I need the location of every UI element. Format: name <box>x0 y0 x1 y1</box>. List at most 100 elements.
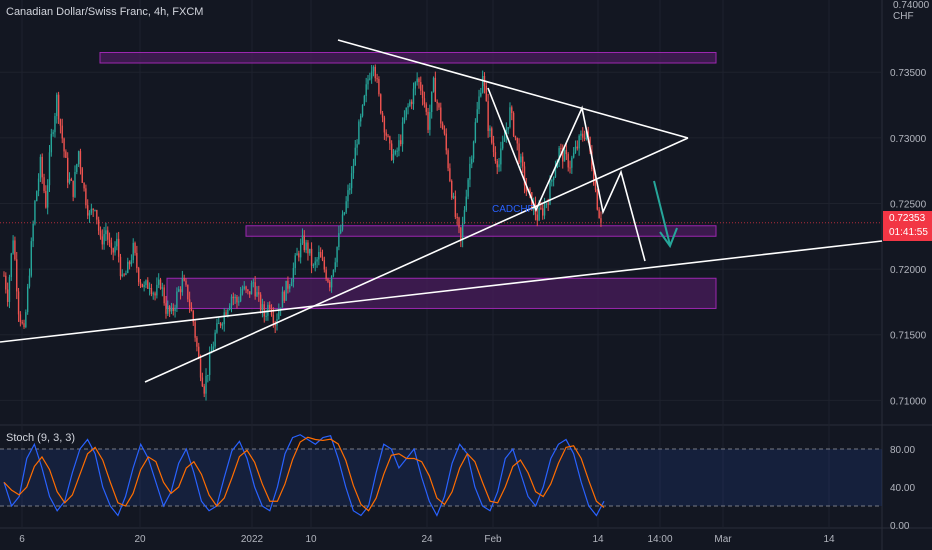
candle-body <box>361 104 364 116</box>
candle-body <box>416 78 418 83</box>
candle-body <box>394 150 396 155</box>
candle <box>218 317 220 325</box>
candle-body <box>325 269 327 279</box>
candle-body <box>425 104 427 112</box>
candle <box>116 232 118 251</box>
candle-body <box>580 133 582 136</box>
candle-body <box>50 133 53 153</box>
candle <box>332 269 335 278</box>
candle <box>196 336 198 352</box>
chart-title: Canadian Dollar/Swiss Franc, 4h, FXCM <box>6 6 204 18</box>
axes: 0.73500 0.73000 0.72500 0.72000 0.71500 0.710… <box>19 68 926 545</box>
candle <box>409 99 411 108</box>
projected-path <box>487 87 646 262</box>
candle-body <box>447 150 449 169</box>
candle <box>52 129 54 137</box>
candle <box>441 121 444 130</box>
candle <box>152 291 154 300</box>
candle <box>278 303 280 320</box>
candle <box>165 295 167 319</box>
candle-body <box>250 283 253 295</box>
candle <box>476 101 478 123</box>
candle-body <box>287 280 289 289</box>
candle-body <box>188 299 191 307</box>
candle-body <box>258 292 260 295</box>
candle-body <box>343 212 346 215</box>
candle <box>5 272 7 294</box>
candle-body <box>380 94 382 114</box>
candle-body <box>90 208 93 213</box>
candle-body <box>107 230 109 240</box>
candle <box>110 237 113 255</box>
candle-body <box>370 71 373 79</box>
candle <box>88 210 91 223</box>
candle <box>400 134 402 147</box>
candle-body <box>174 307 176 312</box>
candle <box>65 149 67 159</box>
candle <box>487 93 489 138</box>
candle <box>358 119 360 145</box>
candle <box>3 271 5 277</box>
candle-body <box>181 278 184 293</box>
candle <box>582 127 584 142</box>
candle-body <box>76 164 78 172</box>
long-support-trendline <box>0 240 883 343</box>
candle <box>576 140 578 151</box>
candle <box>130 254 133 267</box>
candle <box>214 329 216 349</box>
candle <box>567 152 569 172</box>
candle <box>378 76 380 97</box>
candle <box>578 134 580 156</box>
candle <box>87 199 89 220</box>
candle-body <box>296 253 298 256</box>
candle <box>341 210 344 232</box>
candle <box>440 102 442 128</box>
candle <box>523 161 526 194</box>
candle-body <box>154 293 156 296</box>
candle-body <box>549 181 551 205</box>
candle-body <box>167 306 169 314</box>
candle <box>223 308 225 332</box>
candle <box>34 199 36 226</box>
candle-body <box>249 291 251 295</box>
candle <box>361 104 364 118</box>
candle <box>94 209 96 212</box>
candle-body <box>279 307 282 311</box>
stoch-k-line <box>3 434 605 517</box>
candle <box>85 184 87 209</box>
top-price-label: 0.74000 <box>893 0 930 11</box>
candle <box>279 307 282 316</box>
candle <box>376 73 378 84</box>
candle <box>74 165 76 199</box>
candle-body <box>269 304 271 309</box>
candle-body <box>429 112 431 130</box>
descending-trendline <box>337 39 689 139</box>
candle-body <box>529 189 531 193</box>
candle-body <box>318 251 320 260</box>
candle <box>460 227 462 248</box>
candle <box>190 302 193 312</box>
candle-body <box>185 280 187 285</box>
candle-body <box>563 149 566 162</box>
candle-body <box>545 203 548 205</box>
ascending-trendline <box>144 137 689 383</box>
candle <box>334 257 336 273</box>
candle <box>565 142 568 161</box>
candle <box>14 236 16 261</box>
candle-body <box>294 255 296 269</box>
candle <box>97 216 100 235</box>
candle <box>285 280 287 301</box>
current-price-tag: 0.72353 01:41:55 <box>883 210 932 241</box>
candle-body <box>514 135 517 138</box>
candle-body <box>28 275 31 287</box>
candle-body <box>309 248 311 254</box>
candle <box>117 231 120 263</box>
candle <box>247 289 249 295</box>
candle <box>234 294 236 304</box>
candle <box>256 286 258 298</box>
candle <box>452 192 455 200</box>
candle <box>101 229 103 250</box>
candle <box>296 247 298 256</box>
candle-body <box>401 122 404 145</box>
candle <box>323 256 326 273</box>
